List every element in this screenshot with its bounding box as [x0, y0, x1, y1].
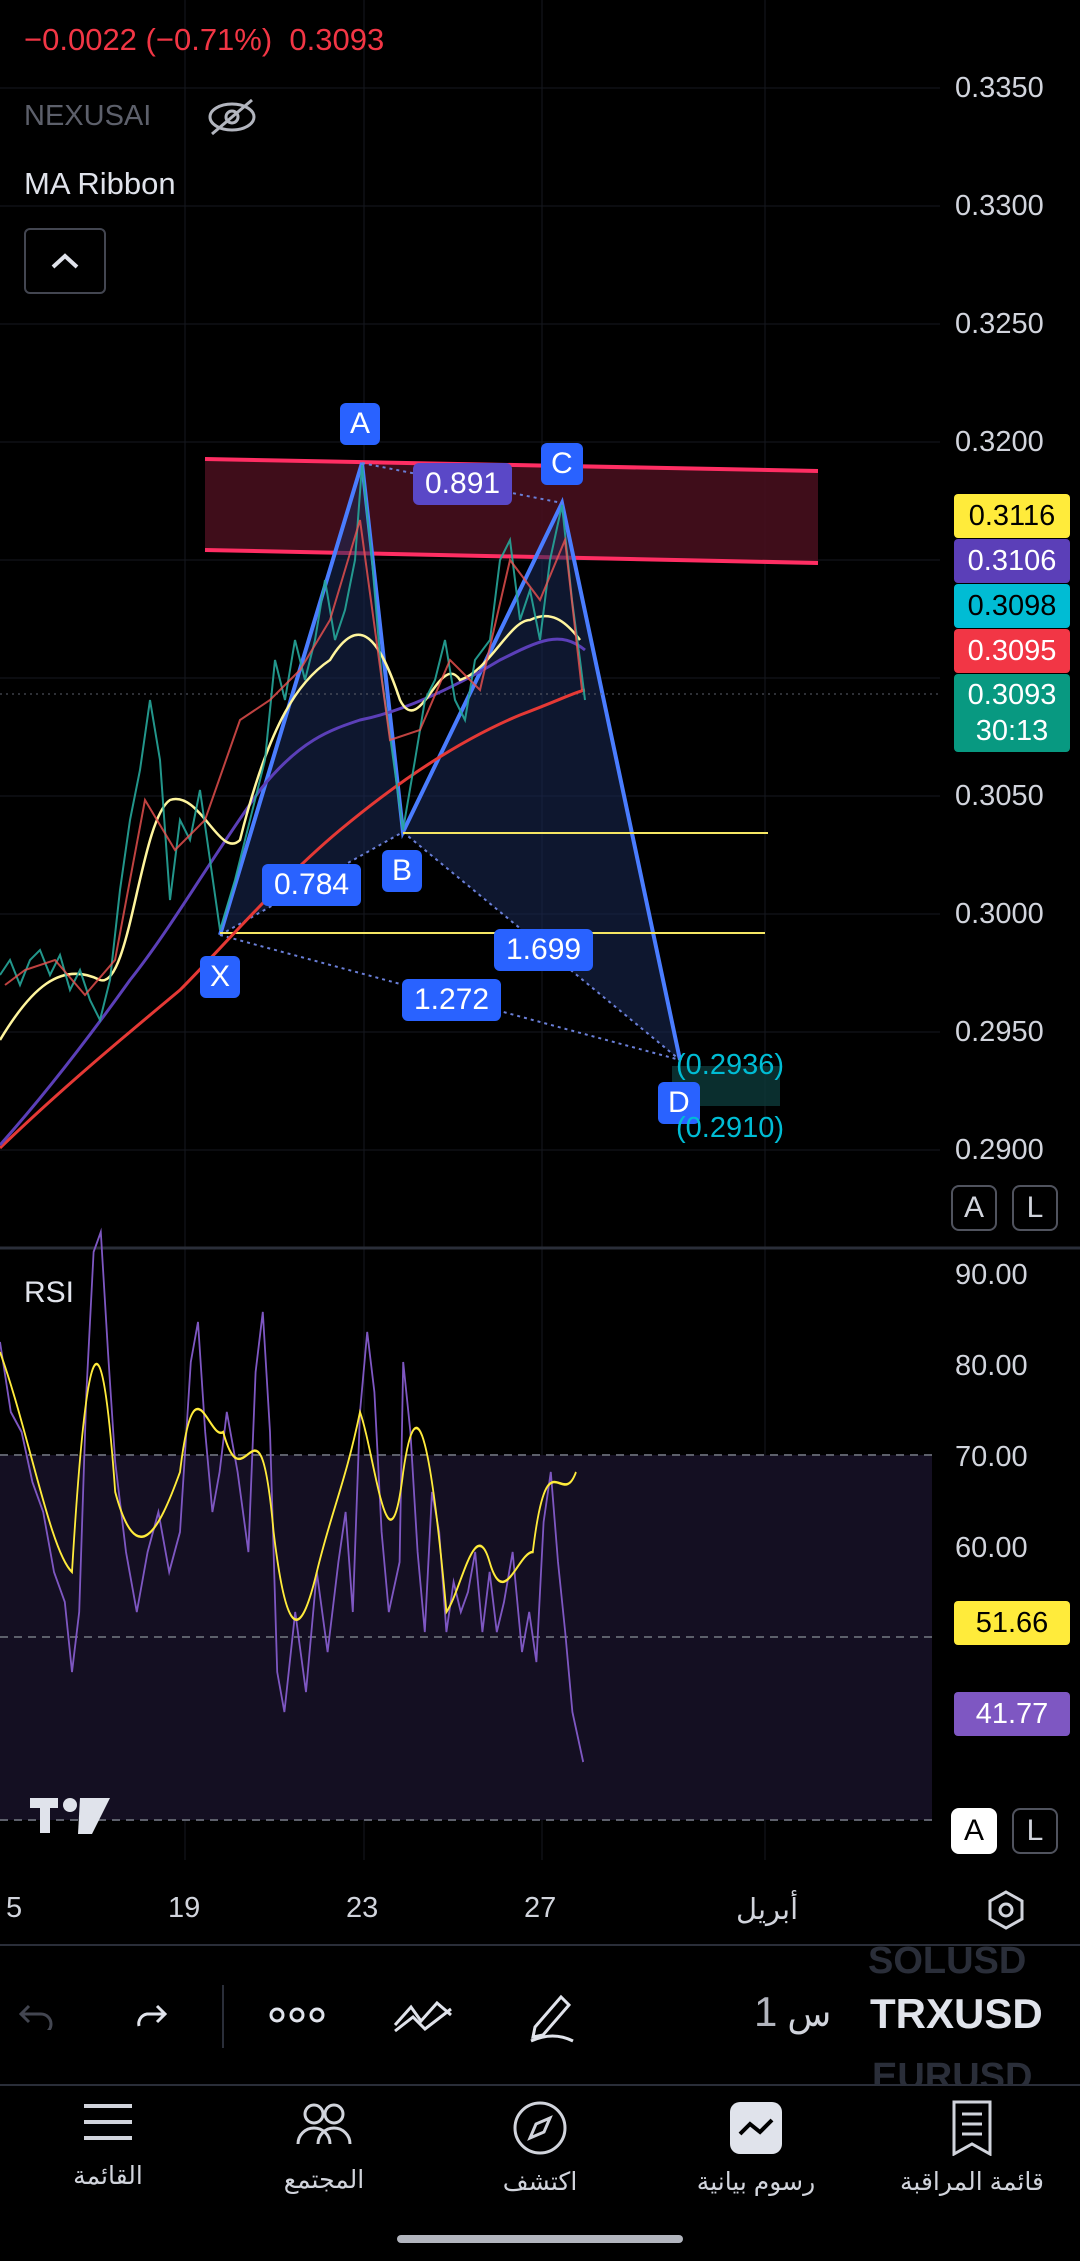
time-axis-label: 19 — [168, 1892, 201, 1924]
symbol-next: EURUSD — [872, 2056, 1033, 2084]
price-change: −0.0022 (−0.71%) — [24, 22, 273, 57]
rsi-auto-scale-button[interactable]: A — [951, 1808, 997, 1854]
collapse-legend-button[interactable] — [24, 228, 106, 294]
last-price-tag: 0.3093 30:13 — [954, 674, 1070, 752]
log-scale-button[interactable]: L — [1012, 1185, 1058, 1231]
pattern-bcd-fill — [403, 503, 680, 1060]
nav-label: قائمة المراقبة — [900, 2168, 1044, 2196]
ma-red-line — [0, 688, 586, 1150]
price-tag-ma4: 0.3095 — [954, 629, 1070, 673]
pattern-point-c[interactable]: C — [541, 443, 583, 485]
chart-icon — [730, 2102, 782, 2154]
nav-explore[interactable]: اكتشف — [432, 2100, 648, 2197]
rsi-axis-label: 70.00 — [955, 1441, 1028, 1473]
symbol-prev: SOLUSD — [868, 1940, 1027, 1982]
ratio-xad: 1.272 — [402, 979, 502, 1021]
ma-yellow-line — [0, 614, 581, 1041]
redo-icon[interactable] — [116, 1985, 186, 2045]
resistance-top-line[interactable] — [204, 457, 819, 473]
nav-community[interactable]: المجتمع — [216, 2100, 432, 2195]
header-price: 0.3093 — [289, 22, 385, 57]
price-axis-label: 0.2950 — [955, 1016, 1044, 1048]
price-tag-ma2: 0.3106 — [954, 539, 1070, 583]
time-axis-label: أبريل — [736, 1894, 799, 1926]
target-upper: (0.2936) — [676, 1049, 785, 1081]
interval-unit: س — [787, 1993, 832, 2034]
price-series — [0, 464, 586, 1023]
indicator-name: MA Ribbon — [24, 166, 176, 201]
target-lower: (0.2910) — [676, 1112, 785, 1144]
price-axis-label: 0.3050 — [955, 780, 1044, 812]
interval-selector[interactable]: س 1 — [742, 1988, 831, 2036]
more-dots-icon[interactable] — [262, 1985, 332, 2045]
home-indicator — [397, 2235, 683, 2243]
rsi-axis-label: 60.00 — [955, 1532, 1028, 1564]
price-change-header: −0.0022 (−0.71%) 0.3093 — [24, 22, 384, 58]
last-price-value: 0.3093 — [967, 679, 1057, 711]
bar-countdown: 30:13 — [975, 715, 1049, 747]
nav-watchlist[interactable]: قائمة المراقبة — [864, 2100, 1080, 2197]
price-axis-label: 0.3250 — [955, 308, 1044, 340]
rsi-ma-tag: 51.66 — [954, 1601, 1070, 1645]
price-axis-label: 0.2900 — [955, 1134, 1044, 1166]
price-series-down — [4, 519, 583, 997]
pattern-point-x[interactable]: X — [200, 956, 241, 998]
auto-scale-button[interactable]: A — [951, 1185, 997, 1231]
price-tag-ma1: 0.3116 — [954, 494, 1070, 538]
time-axis-label: 23 — [346, 1892, 379, 1924]
pencil-icon[interactable] — [516, 1985, 586, 2045]
community-icon — [296, 2103, 352, 2145]
hexagon-settings-icon[interactable] — [984, 1888, 1028, 1932]
chevron-up-icon — [51, 253, 79, 269]
tradingview-logo — [30, 1798, 110, 1834]
rsi-axis-label: 80.00 — [955, 1350, 1028, 1382]
watchlist-icon — [952, 2100, 992, 2157]
nav-label: اكتشف — [502, 2168, 578, 2196]
ma-purple-line — [0, 637, 586, 1146]
symbol-name[interactable]: TRXUSD — [870, 1990, 1043, 2037]
price-axis-label: 0.3000 — [955, 898, 1044, 930]
pattern-point-a[interactable]: A — [340, 403, 381, 445]
undo-icon[interactable] — [0, 1985, 70, 2045]
interval-number: 1 — [754, 1988, 778, 2035]
compass-icon — [513, 2101, 567, 2155]
eye-off-icon[interactable] — [206, 96, 258, 138]
menu-icon — [84, 2104, 132, 2140]
ratio-bcd: 1.699 — [494, 929, 594, 971]
rsi-title: RSI — [24, 1276, 75, 1309]
nav-label: القائمة — [73, 2162, 143, 2190]
price-axis-label: 0.3200 — [955, 426, 1044, 458]
ratio-abc: 0.891 — [413, 463, 513, 505]
price-axis-label: 0.3300 — [955, 190, 1044, 222]
price-tag-ma3: 0.3098 — [954, 584, 1070, 628]
rsi-value-tag: 41.77 — [954, 1692, 1070, 1736]
time-axis-label: 27 — [524, 1892, 557, 1924]
nav-charts[interactable]: رسوم بيانية — [648, 2100, 864, 2197]
pattern-point-d[interactable]: D — [658, 1082, 700, 1124]
price-axis-label: 0.3350 — [955, 72, 1044, 104]
ratio-xab: 0.784 — [262, 864, 362, 906]
rsi-axis-label: 90.00 — [955, 1259, 1028, 1291]
rsi-log-scale-button[interactable]: L — [1012, 1808, 1058, 1854]
rsi-ma-line — [0, 1351, 577, 1621]
pattern-point-b[interactable]: B — [382, 850, 423, 892]
indicator-source: NEXUSAI — [24, 100, 152, 132]
time-axis-label: 5 — [6, 1892, 23, 1924]
drawings-icon[interactable] — [388, 1985, 458, 2045]
nav-label: رسوم بيانية — [696, 2168, 816, 2196]
nav-menu[interactable]: القائمة — [0, 2100, 216, 2191]
nav-label: المجتمع — [283, 2166, 365, 2194]
